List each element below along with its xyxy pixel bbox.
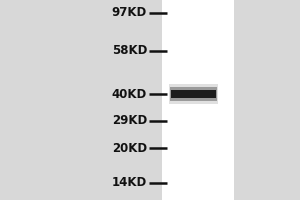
Bar xyxy=(171,90,216,98)
Bar xyxy=(169,84,218,104)
Text: 20KD: 20KD xyxy=(112,142,147,155)
Text: 40KD: 40KD xyxy=(112,88,147,100)
Text: 29KD: 29KD xyxy=(112,114,147,128)
Bar xyxy=(162,0,234,200)
Text: 97KD: 97KD xyxy=(112,6,147,20)
Text: 58KD: 58KD xyxy=(112,45,147,58)
Text: 14KD: 14KD xyxy=(112,176,147,190)
Bar xyxy=(170,87,217,101)
